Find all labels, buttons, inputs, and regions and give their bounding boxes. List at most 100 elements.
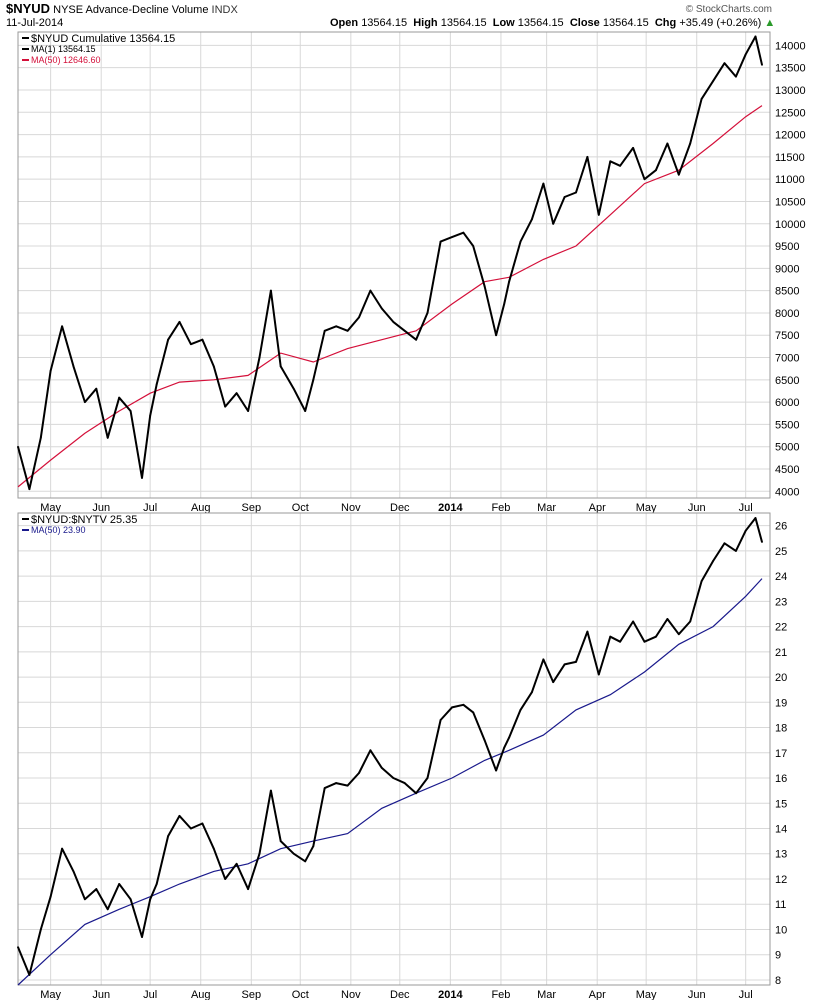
data-point (712, 80, 714, 82)
y-tick-label: 21 (775, 647, 787, 659)
data-point (39, 928, 42, 931)
data-point (212, 365, 215, 368)
chart-title: $NYUD NYSE Advance-Decline Volume INDX (6, 2, 238, 17)
data-point (761, 541, 763, 543)
y-tick-label: 8 (775, 975, 781, 987)
data-point (677, 633, 680, 636)
data-point (508, 736, 511, 739)
data-point (49, 370, 52, 372)
data-point (597, 673, 600, 676)
x-tick-label: 2014 (438, 502, 463, 514)
data-point (712, 560, 714, 562)
data-point (519, 708, 522, 711)
data-point (72, 365, 75, 368)
low-label: Low (492, 17, 515, 29)
data-point (155, 883, 158, 885)
x-tick-label: Aug (191, 502, 211, 514)
panel-2: 8 9 10 11 12 13 14 15 16 17 18 19 20 21 22 23 24 25 26 May J… (17, 512, 787, 1000)
data-point (304, 410, 307, 412)
data-point (95, 387, 98, 390)
data-point (495, 769, 497, 772)
y-tick-label: 22 (775, 622, 787, 634)
data-point (744, 53, 747, 56)
x-tick-label: Mar (537, 502, 556, 514)
close-value: 13564.15 (602, 17, 649, 29)
data-point (235, 392, 238, 395)
x-tick-label: Nov (341, 989, 361, 1000)
data-point (495, 334, 497, 337)
data-point (403, 782, 406, 784)
y-tick-label: 13500 (775, 63, 806, 75)
data-point (403, 329, 406, 332)
y-tick-label: 6000 (775, 397, 799, 409)
symbol: $NYUD (6, 1, 51, 16)
y-tick-label: 14000 (775, 40, 806, 52)
data-point (118, 883, 121, 885)
y-tick-label: 10 (775, 924, 787, 936)
brand-watermark: © StockCharts.com (686, 3, 772, 16)
data-point (235, 862, 238, 865)
y-tick-label: 24 (775, 571, 787, 583)
data-point (118, 396, 121, 399)
data-point (689, 620, 692, 623)
x-tick-label: Oct (292, 989, 309, 1000)
data-point (483, 739, 486, 742)
y-tick-label: 5500 (775, 419, 799, 431)
data-point (426, 312, 429, 314)
data-point (462, 231, 465, 234)
data-point (95, 888, 98, 890)
data-point (531, 691, 533, 694)
data-point (380, 307, 383, 310)
data-point (312, 845, 315, 848)
data-point (632, 147, 635, 149)
data-point (167, 835, 170, 837)
data-point (700, 97, 703, 100)
y-tick-label: 9500 (775, 241, 799, 253)
data-point (323, 787, 326, 790)
data-point (358, 316, 360, 319)
x-tick-label: Jul (739, 502, 753, 514)
data-point (655, 635, 657, 638)
data-point (269, 289, 272, 292)
data-point (190, 827, 192, 830)
security-name: NYSE Advance-Decline Volume (53, 4, 209, 16)
y-tick-label: 8000 (775, 308, 799, 320)
open-value: 13564.15 (361, 17, 408, 29)
y-tick-label: 5000 (775, 442, 799, 454)
data-point (632, 620, 635, 623)
y-tick-label: 10000 (775, 219, 806, 231)
panel-1: 4000 4500 5000 5500 6000 6500 7000 7500 8000 8500… (17, 31, 806, 514)
data-point (542, 658, 545, 661)
y-tick-label: 7500 (775, 330, 799, 342)
plot-frame (17, 31, 771, 499)
data-point (643, 178, 646, 181)
y-tick-label: 13 (775, 849, 787, 861)
open-label: Open (330, 17, 359, 29)
y-tick-label: 12 (775, 874, 787, 886)
x-tick-label: Sep (242, 502, 262, 514)
data-point (269, 789, 272, 792)
data-point (149, 414, 152, 417)
y-tick-label: 6500 (775, 375, 799, 387)
data-point (761, 63, 763, 66)
data-point (369, 289, 372, 292)
data-point (744, 529, 747, 532)
legend-entry: $NYUD:$NYTV 25.35 (31, 514, 137, 526)
data-point (575, 191, 577, 194)
data-point (247, 888, 249, 890)
data-point (723, 62, 726, 65)
data-point (563, 663, 566, 666)
data-point (392, 777, 395, 779)
data-point (542, 182, 545, 185)
x-tick-label: Jul (143, 989, 157, 1000)
data-point (586, 630, 589, 633)
data-point (451, 236, 453, 239)
y-tick-label: 25 (775, 546, 787, 558)
data-point (586, 155, 589, 158)
legend-entry: MA(50) 12646.60 (31, 55, 101, 65)
x-tick-label: May (40, 502, 61, 514)
data-point (700, 580, 703, 583)
x-tick-label: Dec (390, 502, 410, 514)
low-value: 13564.15 (517, 17, 564, 29)
data-point (279, 840, 282, 843)
